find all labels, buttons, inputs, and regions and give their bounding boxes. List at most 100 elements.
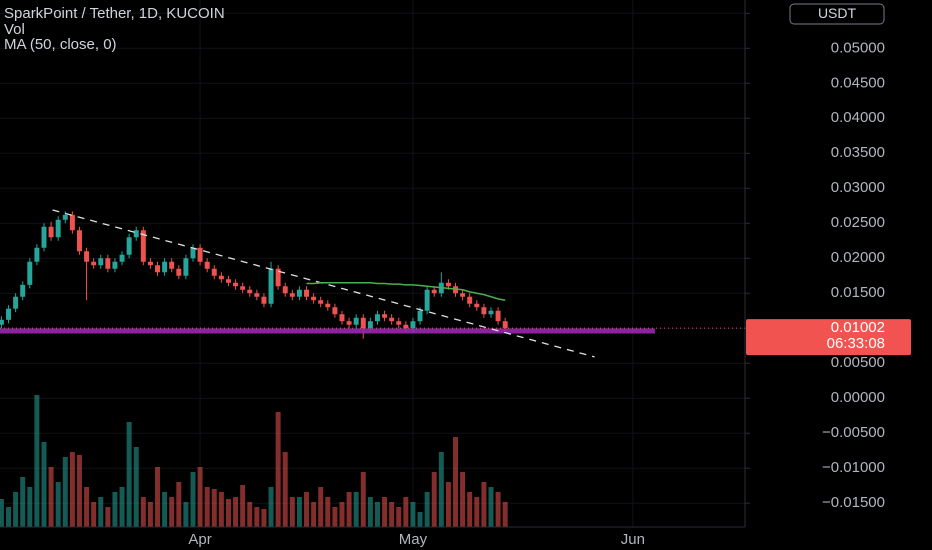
y-tick-label: −0.01000	[822, 459, 885, 476]
volume-bar	[304, 492, 309, 527]
volume-bar	[126, 422, 132, 527]
candle-body	[233, 282, 239, 287]
currency-button[interactable]: USDT	[789, 3, 885, 25]
volume-bar	[211, 489, 217, 527]
volume-bar	[247, 502, 253, 527]
y-tick-label: 0.05000	[831, 39, 885, 56]
candle-body	[211, 268, 217, 276]
volume-bar	[27, 487, 33, 527]
volume-bar	[13, 492, 19, 527]
candle-body	[502, 321, 508, 329]
volume-bar	[474, 497, 480, 527]
volume-bar	[69, 452, 75, 527]
candle-body	[147, 261, 153, 266]
candle-body	[360, 317, 366, 329]
candle-body	[55, 219, 61, 238]
y-tick-label: −0.01500	[822, 494, 885, 511]
trendline	[52, 209, 595, 358]
grid	[0, 0, 745, 527]
chart-title: SparkPoint / Tether, 1D, KUCOIN	[4, 5, 225, 22]
y-tick-label: 0.04000	[831, 109, 885, 126]
y-tick-label: 0.00000	[831, 389, 885, 406]
volume-bar	[268, 487, 274, 527]
candle-body	[481, 307, 487, 315]
candle-body	[6, 308, 11, 320]
volume-bar	[48, 467, 54, 527]
volume-bar	[98, 497, 104, 527]
volume-bar	[0, 499, 4, 527]
candle-body	[169, 261, 175, 269]
candle-body	[353, 317, 359, 325]
y-tick-label: 0.03500	[831, 144, 885, 161]
volume-bar	[55, 482, 61, 527]
volume-bar	[155, 467, 160, 527]
volume-bar	[176, 482, 182, 527]
volume-bar	[254, 507, 260, 527]
volume-bar	[218, 492, 224, 527]
volume-bar	[240, 485, 246, 527]
volume-bar	[282, 452, 288, 527]
currency-button-frame[interactable]	[789, 3, 885, 25]
candle-body	[62, 214, 68, 220]
candle-body	[282, 286, 288, 294]
candle-body	[254, 293, 260, 297]
candle-body	[247, 289, 253, 294]
candle-body	[240, 286, 246, 290]
currency-label[interactable]: USDT	[818, 5, 857, 21]
candle-body	[119, 254, 125, 262]
volume-bar	[382, 497, 388, 527]
volume-bar	[162, 492, 168, 527]
volume-bar	[275, 412, 281, 527]
y-tick-label: −0.00500	[822, 424, 885, 441]
candle-body	[190, 247, 196, 259]
volume-bar	[41, 442, 47, 527]
candle-body	[13, 296, 19, 309]
candle-body	[105, 258, 111, 269]
last-price-box	[746, 319, 911, 356]
volume-bar	[289, 497, 295, 527]
volume-bar	[495, 492, 501, 527]
candle-body	[325, 303, 331, 308]
candle-body	[176, 268, 182, 276]
volume-bar	[112, 492, 118, 527]
volume-bar	[318, 487, 324, 527]
candle-body	[162, 261, 168, 273]
candle-body	[410, 321, 416, 329]
volume-bar	[140, 497, 146, 527]
ma-line	[306, 281, 506, 301]
candle-body	[261, 296, 267, 304]
volume-bar	[417, 512, 423, 527]
volume-bar	[396, 507, 402, 527]
candle-body	[69, 214, 75, 231]
candle-body	[403, 324, 409, 329]
volume-bar	[296, 497, 302, 527]
volume-bar	[424, 492, 430, 527]
volume-bar	[403, 497, 409, 527]
volume-bar	[91, 502, 97, 527]
candle-body	[34, 247, 40, 262]
volume-bar	[481, 482, 487, 527]
volume-bar	[311, 502, 317, 527]
volume-bar	[445, 482, 451, 527]
candle-body	[155, 265, 160, 273]
volume-bar	[119, 487, 125, 527]
candle-body	[460, 293, 466, 297]
volume-bar	[360, 472, 366, 527]
y-tick-label: 0.03000	[831, 179, 885, 196]
volume-bar	[183, 502, 189, 527]
volume-bar	[169, 497, 175, 527]
volume-bar	[6, 507, 11, 527]
volume-bar	[133, 447, 139, 527]
candle-body	[346, 321, 352, 325]
y-tick-label: 0.04500	[831, 74, 885, 91]
y-tick-label: 0.00500	[831, 354, 885, 371]
candle-body	[27, 261, 33, 285]
candle-body	[382, 314, 388, 318]
candle-body	[495, 310, 501, 322]
candle-body	[225, 279, 231, 283]
candle-body	[424, 289, 430, 311]
volume-bar	[190, 472, 196, 527]
candle-body	[332, 307, 338, 315]
candle-body	[374, 314, 380, 322]
